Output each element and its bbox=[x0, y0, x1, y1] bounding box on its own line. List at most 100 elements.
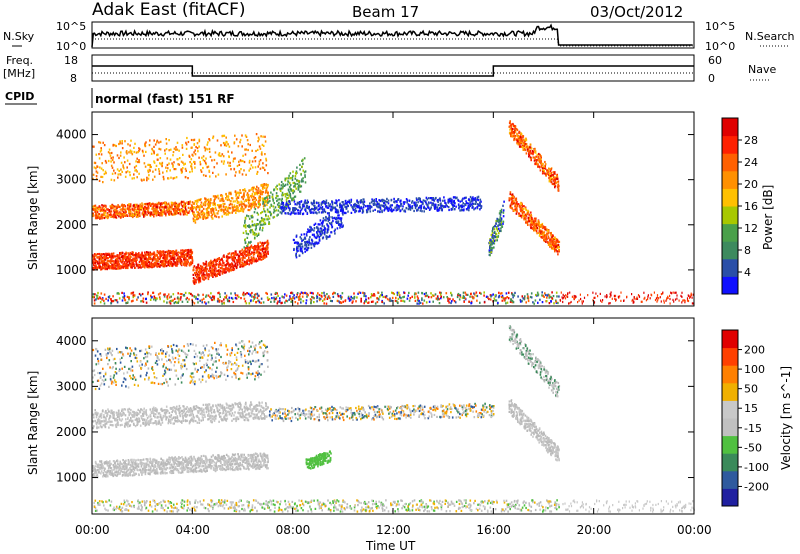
echo-cell bbox=[215, 270, 218, 273]
echo-cell bbox=[225, 173, 227, 176]
echo-cell bbox=[344, 199, 347, 202]
echo-cell bbox=[146, 179, 148, 182]
echo-cell bbox=[211, 273, 214, 276]
echo-cell bbox=[252, 166, 254, 169]
echo-cell bbox=[250, 251, 253, 254]
echo-cell bbox=[214, 202, 216, 205]
echo-cell bbox=[395, 200, 397, 203]
echo-cell bbox=[168, 205, 171, 208]
echo-cell bbox=[297, 186, 299, 189]
echo-cell bbox=[287, 206, 290, 209]
echo-cell bbox=[447, 206, 450, 209]
echo-cell bbox=[300, 180, 303, 183]
echo-cell bbox=[500, 223, 503, 226]
echo-cell bbox=[262, 205, 265, 208]
echo-cell bbox=[406, 201, 408, 204]
echo-cell bbox=[480, 204, 482, 208]
echo-cell bbox=[284, 193, 286, 196]
echo-cell bbox=[285, 203, 287, 206]
echo-cell bbox=[301, 250, 303, 253]
echo-cell bbox=[94, 255, 96, 258]
echo-cell bbox=[435, 196, 437, 200]
echo-cell bbox=[406, 199, 409, 202]
echo-cell bbox=[233, 142, 236, 145]
echo-cell bbox=[289, 213, 292, 216]
echo-cell bbox=[138, 252, 140, 255]
echo-cell bbox=[289, 202, 291, 205]
echo-cell bbox=[282, 202, 285, 205]
echo-cell bbox=[427, 206, 430, 209]
echo-cell bbox=[320, 207, 323, 210]
echo-cell bbox=[132, 254, 134, 257]
echo-cell bbox=[253, 211, 256, 214]
echo-cell bbox=[304, 208, 306, 211]
echo-cell bbox=[239, 265, 241, 268]
echo-cell bbox=[141, 179, 143, 182]
echo-cell bbox=[123, 211, 125, 214]
noise-tick-top-right: 10^5 bbox=[705, 20, 735, 33]
echo-cell bbox=[164, 152, 166, 155]
echo-cell bbox=[148, 203, 150, 207]
echo-cell bbox=[216, 204, 219, 207]
echo-cell bbox=[527, 220, 529, 223]
echo-cell bbox=[524, 142, 526, 145]
echo-cell bbox=[421, 210, 423, 213]
echo-cell bbox=[255, 192, 257, 195]
echo-cell bbox=[251, 261, 253, 264]
echo-cell bbox=[275, 186, 277, 189]
echo-cell bbox=[525, 143, 528, 146]
echo-cell bbox=[279, 187, 281, 190]
echo-cell bbox=[547, 173, 550, 176]
echo-cell bbox=[473, 198, 476, 201]
echo-cell bbox=[474, 202, 477, 205]
echo-cell bbox=[334, 206, 337, 209]
echo-cell bbox=[358, 204, 360, 207]
echo-cell bbox=[380, 204, 382, 207]
echo-cell bbox=[235, 266, 238, 270]
echo-cell bbox=[516, 210, 518, 213]
echo-cell bbox=[247, 215, 250, 218]
echo-cell bbox=[110, 215, 112, 218]
echo-cell bbox=[184, 249, 187, 252]
echo-cell bbox=[248, 253, 251, 257]
echo-cell bbox=[213, 269, 216, 272]
echo-cell bbox=[212, 136, 214, 140]
echo-cell bbox=[543, 165, 545, 168]
echo-cell bbox=[198, 215, 201, 218]
echo-cell bbox=[550, 180, 552, 183]
echo-cell bbox=[390, 207, 393, 210]
echo-cell bbox=[527, 209, 529, 212]
echo-cell bbox=[196, 210, 198, 214]
echo-cell bbox=[509, 192, 512, 196]
noise-tick-top: 10^5 bbox=[56, 20, 86, 33]
echo-cell bbox=[108, 213, 111, 217]
echo-cell bbox=[508, 125, 511, 128]
echo-cell bbox=[171, 202, 173, 205]
echo-cell bbox=[191, 201, 194, 204]
echo-cell bbox=[191, 146, 193, 149]
echo-cell bbox=[510, 123, 512, 126]
echo-cell bbox=[212, 264, 214, 267]
echo-cell bbox=[260, 190, 263, 193]
noise-search-line bbox=[92, 38, 693, 47]
echo-cell bbox=[199, 160, 201, 164]
echo-cell bbox=[528, 218, 530, 222]
echo-cell bbox=[496, 236, 498, 239]
echo-cell bbox=[541, 227, 544, 230]
echo-cell bbox=[423, 205, 425, 208]
echo-cell bbox=[225, 144, 228, 147]
echo-cell bbox=[296, 201, 299, 204]
echo-cell bbox=[225, 212, 227, 215]
echo-cell bbox=[103, 264, 106, 267]
echo-cell bbox=[342, 213, 344, 216]
echo-cell bbox=[337, 216, 339, 220]
echo-cell bbox=[92, 173, 95, 176]
echo-cell bbox=[429, 197, 432, 200]
echo-cell bbox=[213, 273, 216, 276]
echo-cell bbox=[158, 265, 161, 268]
echo-cell bbox=[549, 245, 551, 248]
echo-cell bbox=[378, 199, 380, 202]
echo-cell bbox=[176, 209, 179, 212]
echo-cell bbox=[236, 263, 239, 266]
echo-cell bbox=[227, 209, 229, 212]
